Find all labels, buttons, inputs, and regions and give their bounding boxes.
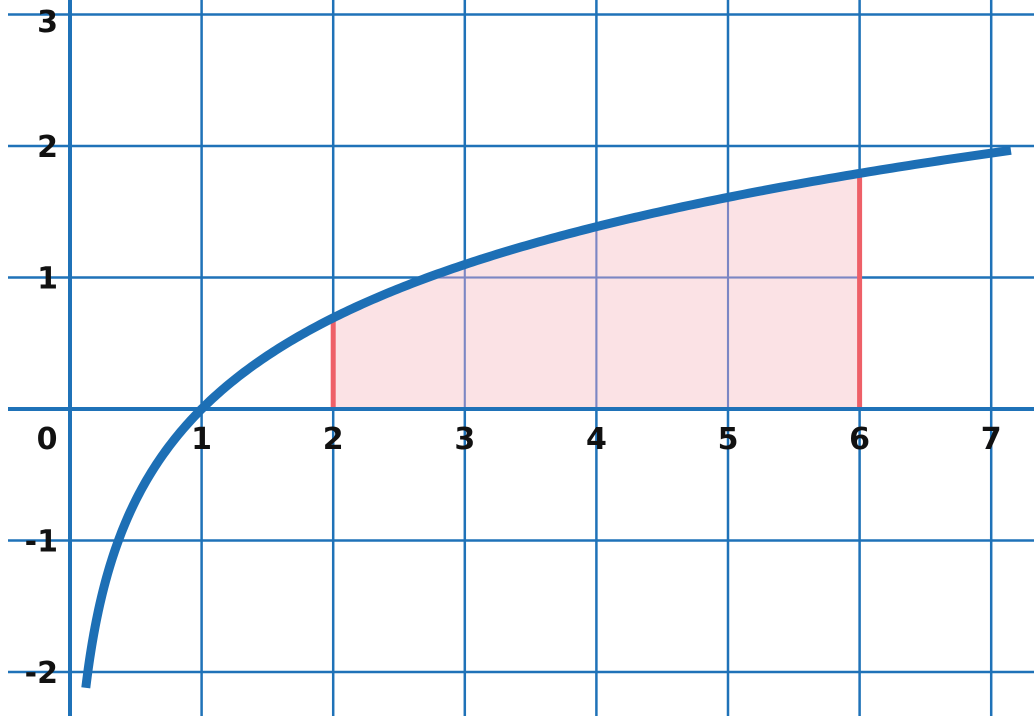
curve-group bbox=[81, 145, 1012, 693]
y-tick-label--1: -1 bbox=[25, 525, 58, 560]
x-tick-label-7: 7 bbox=[981, 422, 1002, 457]
x-tick-label-3: 3 bbox=[454, 422, 475, 457]
y-tick-label-3: 3 bbox=[37, 5, 58, 40]
x-tick-label-2: 2 bbox=[323, 422, 344, 457]
y-tick-label-1: 1 bbox=[37, 262, 58, 297]
x-tick-label-1: 1 bbox=[191, 422, 212, 457]
x-tick-label-4: 4 bbox=[586, 422, 607, 457]
y-tick-label--2: -2 bbox=[25, 656, 58, 691]
origin-label: 0 bbox=[37, 422, 58, 457]
x-tick-label-5: 5 bbox=[718, 422, 739, 457]
tick-labels: 1 2 3 4 5 6 7 3 2 1 -1 -2 0 bbox=[25, 5, 1002, 691]
curve-ln-x bbox=[81, 145, 1012, 693]
x-tick-label-6: 6 bbox=[849, 422, 870, 457]
y-tick-label-2: 2 bbox=[37, 130, 58, 165]
axes bbox=[8, 0, 1034, 716]
